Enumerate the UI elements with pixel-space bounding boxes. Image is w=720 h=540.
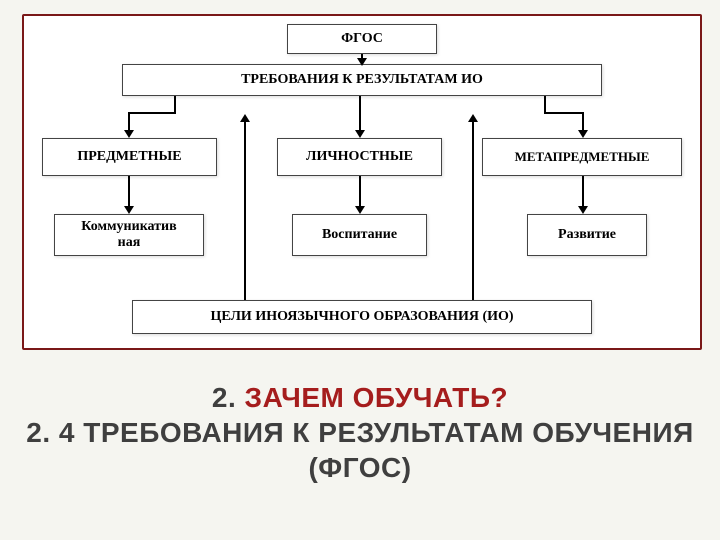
edge-req-lich-head <box>355 130 365 138</box>
node-lichnostnye: ЛИЧНОСТНЫЕ <box>277 138 442 176</box>
edge-req-pred-head <box>124 130 134 138</box>
edge-pred-komm <box>128 176 130 208</box>
edge-fgos-req-head <box>357 58 367 66</box>
edge-goals-komm-v <box>244 120 246 300</box>
edge-lich-vosp-head <box>355 206 365 214</box>
slide-root: ФГОС ТРЕБОВАНИЯ К РЕЗУЛЬТАТАМ ИО ПРЕДМЕТ… <box>0 0 720 540</box>
node-metapredmetnye: МЕТАПРЕДМЕТНЫЕ <box>482 138 682 176</box>
diagram-frame: ФГОС ТРЕБОВАНИЯ К РЕЗУЛЬТАТАМ ИО ПРЕДМЕТ… <box>22 14 702 350</box>
title-line3: (ФГОС) <box>0 450 720 485</box>
edge-req-h-left <box>128 112 176 114</box>
edge-goals-razv-head <box>468 114 478 122</box>
node-fgos: ФГОС <box>287 24 437 54</box>
edge-req-pred <box>128 112 130 132</box>
edge-req-meta <box>582 112 584 132</box>
slide-title: 2. ЗАЧЕМ ОБУЧАТЬ? 2. 4 ТРЕБОВАНИЯ К РЕЗУ… <box>0 380 720 485</box>
node-predmetnye: ПРЕДМЕТНЫЕ <box>42 138 217 176</box>
node-vospitanie: Воспитание <box>292 214 427 256</box>
node-kommunikativnaya: Коммуникатив ная <box>54 214 204 256</box>
edge-req-h-right <box>544 112 584 114</box>
edge-lich-vosp <box>359 176 361 208</box>
title-line2: 2. 4 ТРЕБОВАНИЯ К РЕЗУЛЬТАТАМ ОБУЧЕНИЯ <box>0 415 720 450</box>
edge-goals-komm-head <box>240 114 250 122</box>
title-line1: 2. ЗАЧЕМ ОБУЧАТЬ? <box>0 380 720 415</box>
edge-req-lich <box>359 96 361 132</box>
title-line1-accent: ЗАЧЕМ ОБУЧАТЬ? <box>245 382 509 413</box>
node-requirements: ТРЕБОВАНИЯ К РЕЗУЛЬТАТАМ ИО <box>122 64 602 96</box>
edge-req-meta-head <box>578 130 588 138</box>
edge-pred-komm-head <box>124 206 134 214</box>
node-razvitie: Развитие <box>527 214 647 256</box>
edge-goals-razv-v <box>472 120 474 300</box>
node-goals: ЦЕЛИ ИНОЯЗЫЧНОГО ОБРАЗОВАНИЯ (ИО) <box>132 300 592 334</box>
edge-meta-razv-head <box>578 206 588 214</box>
edge-meta-razv <box>582 176 584 208</box>
title-line1-prefix: 2. <box>212 382 245 413</box>
